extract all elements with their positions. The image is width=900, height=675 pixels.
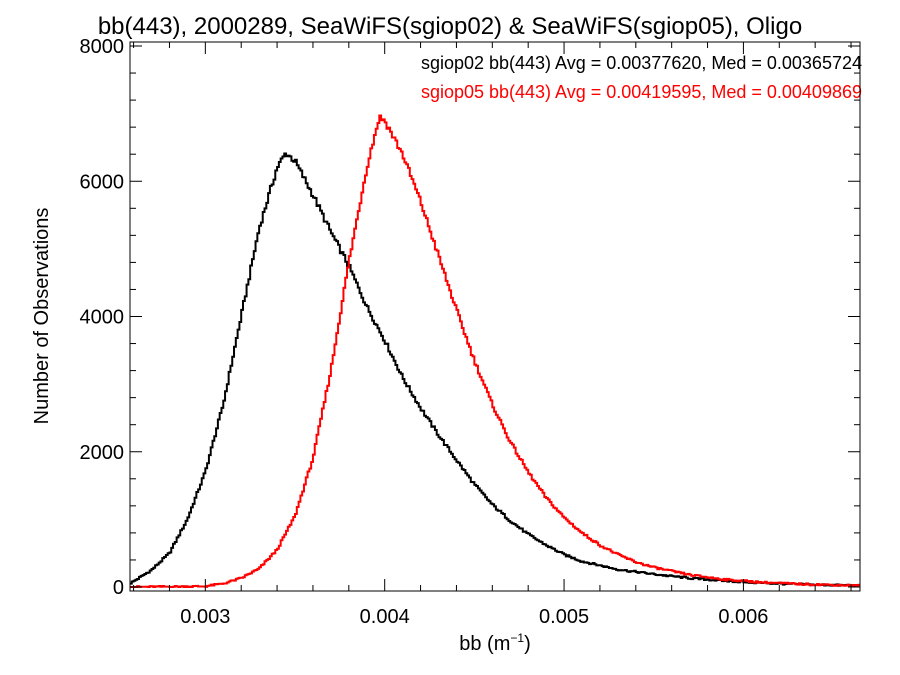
y-axis: 0 2000 4000 6000 8000 xyxy=(80,36,860,599)
y-tick-label-3: 6000 xyxy=(80,171,125,193)
y-tick-label-0: 0 xyxy=(113,577,124,599)
x-axis-label-close: ) xyxy=(524,633,531,655)
x-tick-label-0: 0.003 xyxy=(180,606,230,628)
y-axis-label: Number of Observations xyxy=(31,208,53,425)
x-tick-label-2: 0.005 xyxy=(539,606,589,628)
legend-entry-sgiop05: sgiop05 bb(443) Avg = 0.00419595, Med = … xyxy=(421,82,862,102)
y-tick-label-2: 4000 xyxy=(80,307,125,329)
x-tick-label-3: 0.006 xyxy=(718,606,768,628)
y-tick-label-1: 2000 xyxy=(80,442,125,464)
series-line-0 xyxy=(130,152,860,588)
x-axis-label-main: bb (m xyxy=(459,633,510,655)
chart-title: bb(443), 2000289, SeaWiFS(sgiop02) & Sea… xyxy=(98,13,802,40)
legend: sgiop02 bb(443) Avg = 0.00377620, Med = … xyxy=(421,53,862,102)
legend-entry-sgiop02: sgiop02 bb(443) Avg = 0.00377620, Med = … xyxy=(421,53,862,73)
x-axis-label-superscript: −1 xyxy=(510,631,524,645)
y-tick-label-4: 8000 xyxy=(80,36,125,58)
x-axis-label: bb (m−1) xyxy=(459,631,530,655)
series-line-1 xyxy=(130,114,860,588)
series-layer xyxy=(130,114,860,588)
x-axis: 0.003 0.004 0.005 0.006 xyxy=(133,42,852,628)
x-tick-label-1: 0.004 xyxy=(360,606,410,628)
